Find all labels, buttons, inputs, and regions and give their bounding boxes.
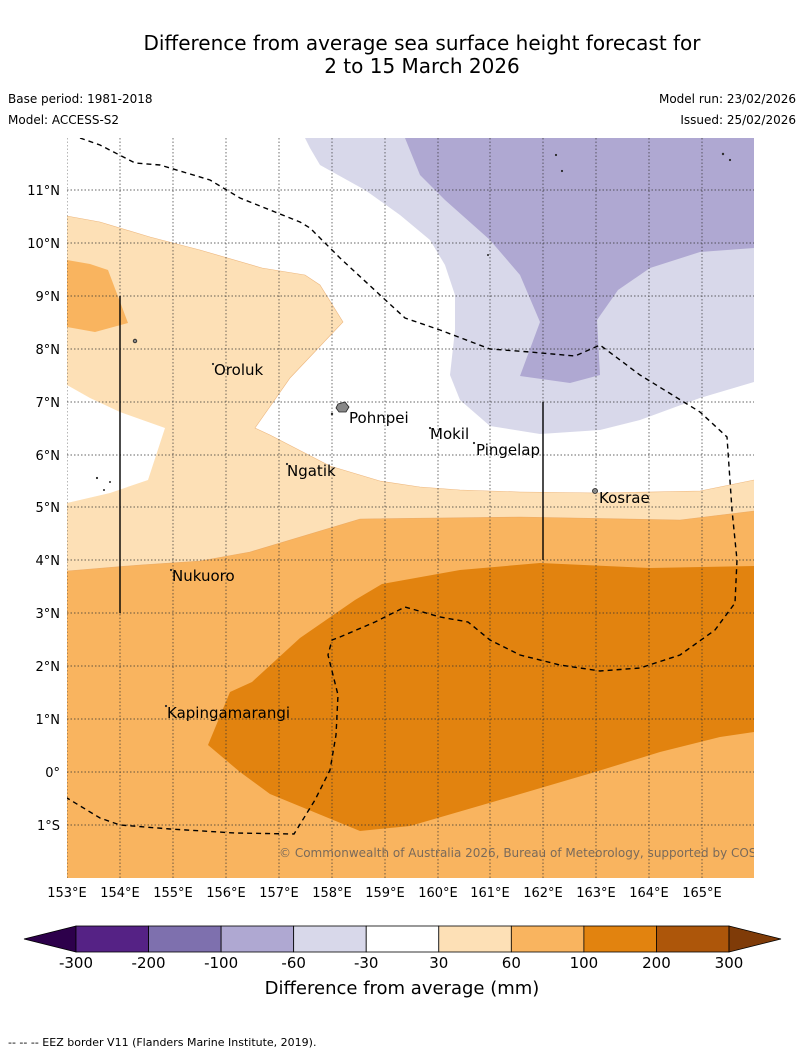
colorbar-segment: [293, 925, 367, 953]
field-minus-60: [405, 138, 754, 383]
colorbar-tick-label: 300: [715, 954, 744, 972]
lat-label: 6°N: [36, 449, 61, 464]
colorbar-segment: [656, 925, 730, 953]
base-period: Base period: 1981-2018: [8, 92, 153, 106]
colorbar-segment: [148, 925, 222, 953]
lon-label: 155°E: [153, 886, 193, 901]
colorbar-extend-high: [728, 925, 782, 953]
lon-axis: 153°E 154°E 155°E 156°E 157°E 158°E 159°…: [47, 886, 722, 901]
lon-label: 163°E: [576, 886, 616, 901]
lon-label: 165°E: [682, 886, 722, 901]
copyright-notice: © Commonwealth of Australia 2026, Bureau…: [279, 846, 784, 860]
lat-label: 1°S: [37, 819, 60, 834]
lon-label: 156°E: [206, 886, 246, 901]
place-label-kapingamarangi: Kapingamarangi: [167, 704, 290, 722]
lat-label: 1°N: [36, 713, 61, 728]
lat-label: 7°N: [36, 396, 61, 411]
colorbar-tick-label: -300: [59, 954, 93, 972]
colorbar-segment: [510, 925, 585, 953]
place-label-mokil: Mokil: [430, 425, 469, 443]
lon-label: 158°E: [312, 886, 352, 901]
island-west: [132, 338, 138, 344]
model-name: Model: ACCESS-S2: [8, 113, 120, 127]
lon-label: 164°E: [629, 886, 669, 901]
lat-label: 9°N: [36, 290, 61, 305]
lat-axis: 11°N 10°N 9°N 8°N 7°N 6°N 5°N 4°N 3°N 2°…: [27, 184, 60, 834]
lon-label: 162°E: [523, 886, 563, 901]
colorbar-tick-label: -100: [204, 954, 238, 972]
title-line-2: 2 to 15 March 2026: [324, 54, 520, 78]
lat-label: 4°N: [36, 554, 61, 569]
place-label-kosrae: Kosrae: [599, 489, 650, 507]
map-fields: Oroluk Pohnpei Mokil Pingelap Ngatik Kos…: [67, 138, 784, 878]
colorbar-tick-label: -60: [281, 954, 306, 972]
place-label-nukuoro: Nukuoro: [172, 567, 235, 585]
place-label-oroluk: Oroluk: [214, 361, 263, 379]
islands: [95, 152, 732, 708]
lat-label: 2°N: [36, 660, 61, 675]
place-label-ngatik: Ngatik: [287, 462, 336, 480]
lat-label: 0°: [45, 766, 60, 781]
lat-label: 11°N: [27, 184, 60, 199]
colorbar: -300 -200 -100 -60 -30 30 60 100 200 300: [23, 925, 782, 972]
place-label-pohnpei: Pohnpei: [349, 409, 409, 427]
chart-title: Difference from average sea surface heig…: [20, 32, 804, 78]
colorbar-segment: [75, 925, 149, 953]
colorbar-tick-label: -200: [132, 954, 166, 972]
lon-label: 153°E: [47, 886, 87, 901]
lat-label: 10°N: [27, 237, 60, 252]
field-60-100-patch: [67, 260, 128, 332]
lon-label: 161°E: [470, 886, 510, 901]
lat-label: 3°N: [36, 607, 61, 622]
lon-label: 159°E: [365, 886, 405, 901]
colorbar-segment: [583, 925, 657, 953]
colorbar-title: Difference from average (mm): [264, 978, 540, 999]
colorbar-segment: [438, 925, 512, 953]
field-100-200: [208, 563, 754, 831]
lon-label: 157°E: [259, 886, 299, 901]
lon-label: 154°E: [100, 886, 140, 901]
colorbar-segment: [220, 925, 295, 953]
kosrae-island: [592, 488, 598, 494]
colorbar-tick-label: 100: [570, 954, 599, 972]
colorbar-extend-low: [23, 925, 77, 953]
colorbar-tick-label: 200: [642, 954, 671, 972]
model-run: Model run: 23/02/2026: [658, 92, 796, 106]
colorbar-tick-label: 30: [429, 954, 448, 972]
title-line-1: Difference from average sea surface heig…: [143, 31, 701, 55]
pohnpei-island: [335, 401, 350, 413]
lon-label: 160°E: [418, 886, 458, 901]
field-neutral-west: [67, 385, 165, 503]
colorbar-segment: [365, 925, 440, 953]
lat-label: 8°N: [36, 343, 61, 358]
colorbar-tick-label: -30: [354, 954, 379, 972]
place-label-pingelap: Pingelap: [476, 441, 540, 459]
colorbar-tick-label: 60: [502, 954, 521, 972]
lat-label: 5°N: [36, 501, 61, 516]
eez-legend-note: -- -- -- EEZ border V11 (Flanders Marine…: [8, 1036, 317, 1049]
issued-date: Issued: 25/02/2026: [680, 113, 796, 127]
eez-border: [67, 138, 738, 835]
